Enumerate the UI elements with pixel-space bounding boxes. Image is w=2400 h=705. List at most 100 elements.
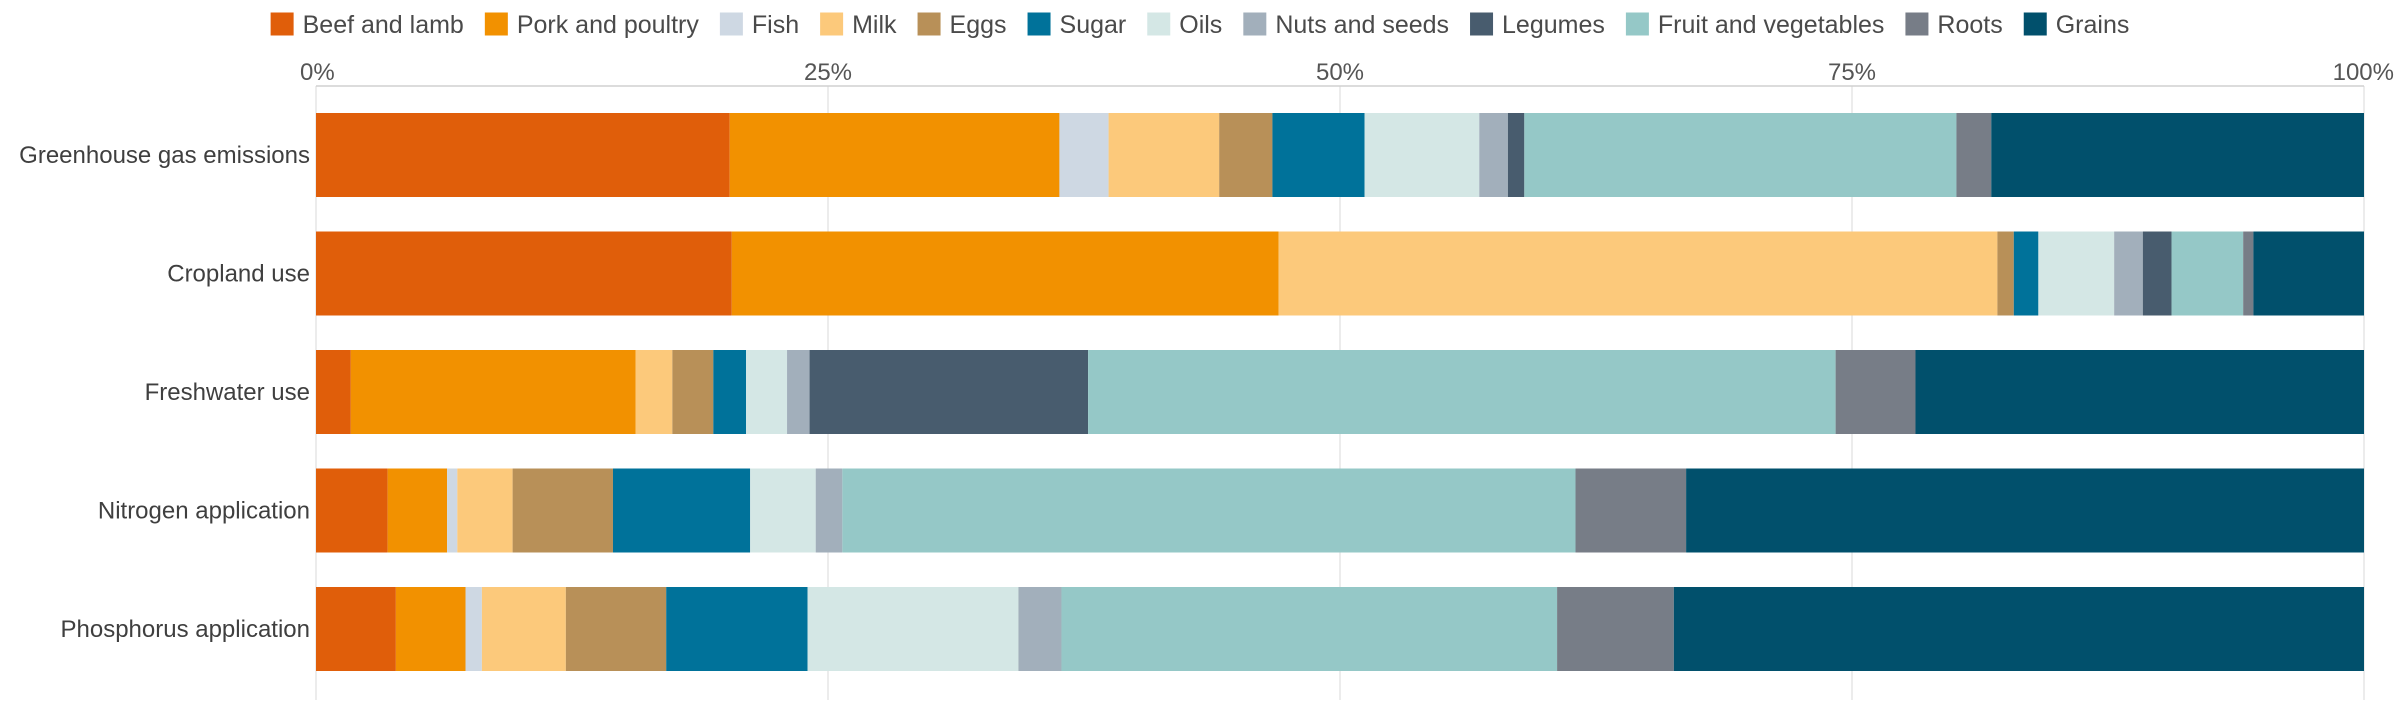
bar-segment: [1915, 350, 2364, 434]
bar-segment: [1686, 468, 2364, 553]
bar-segment: [512, 468, 613, 553]
bar-segment: [350, 350, 636, 434]
bar-segment: [565, 587, 667, 671]
x-tick-label: 25%: [804, 59, 852, 86]
legend-swatch: [820, 12, 844, 36]
legend-item: Grains: [2023, 11, 2130, 39]
x-tick-label: 0%: [300, 59, 335, 86]
bar-segment: [1557, 587, 1674, 671]
x-tick-label: 100%: [2333, 59, 2394, 86]
bar-row: [316, 587, 2364, 671]
category-label: Greenhouse gas emissions: [19, 142, 310, 169]
legend-label: Milk: [852, 11, 897, 39]
x-tick-label: 50%: [1316, 59, 1364, 86]
bar-segment: [750, 468, 816, 553]
legend-label: Eggs: [950, 11, 1007, 39]
category-label: Phosphorus application: [60, 616, 310, 643]
bar-segment: [2253, 231, 2364, 316]
legend-item: Milk: [820, 11, 897, 39]
bar-segment: [1956, 113, 1992, 197]
bar-segment: [1479, 113, 1508, 197]
bar-segment: [672, 350, 714, 434]
legend-label: Pork and poultry: [517, 11, 700, 39]
legend-item: Beef and lamb: [270, 11, 464, 39]
bar-segment: [1673, 587, 2364, 671]
bar-segment: [1524, 113, 1957, 197]
legend-swatch: [917, 12, 941, 36]
legend-label: Nuts and seeds: [1275, 11, 1449, 39]
bar-segment: [1059, 113, 1109, 197]
bar-segment: [1575, 468, 1687, 553]
category-label: Nitrogen application: [98, 498, 310, 525]
legend-item: Nuts and seeds: [1243, 11, 1449, 39]
legend-swatch: [484, 12, 508, 36]
bar-segment: [815, 468, 843, 553]
bar-row: [316, 468, 2364, 553]
x-axis-ticks: 0% 25% 50% 75% 100%: [300, 59, 2394, 86]
bar-segment: [1364, 113, 1480, 197]
legend-swatch: [1625, 12, 1649, 36]
bar-row: [316, 231, 2364, 316]
bar-row: [316, 350, 2364, 434]
bar-segment: [729, 113, 1060, 197]
bar-segment: [787, 350, 810, 434]
legend-label: Beef and lamb: [303, 11, 464, 39]
bar-segment: [395, 587, 466, 671]
legend-label: Legumes: [1502, 11, 1605, 39]
bar-segment: [2171, 231, 2244, 316]
bar-segment: [1061, 587, 1558, 671]
legend-item: Roots: [1905, 11, 2003, 39]
category-label: Freshwater use: [145, 379, 310, 406]
legend-swatch: [1027, 12, 1051, 36]
bar-segment: [387, 468, 448, 553]
bar-segment: [2243, 231, 2254, 316]
bar-segment: [2142, 231, 2172, 316]
bar-segment: [612, 468, 751, 553]
bar-segment: [809, 350, 1089, 434]
legend-item: Oils: [1147, 11, 1222, 39]
bar-segment: [713, 350, 747, 434]
legend-swatch: [1905, 12, 1929, 36]
legend-label: Grains: [2056, 11, 2130, 39]
bar-segment: [1997, 231, 2014, 316]
bar-segment: [842, 468, 1576, 553]
bar-segment: [807, 587, 1019, 671]
legend-swatch: [270, 12, 294, 36]
category-label: Cropland use: [167, 261, 310, 288]
bar-segment: [465, 587, 482, 671]
bar-segment: [731, 231, 1279, 316]
legend-label: Fruit and vegetables: [1658, 11, 1885, 39]
bar-segment: [1991, 113, 2364, 197]
legend-label: Oils: [1179, 11, 1222, 39]
bar-segment: [1108, 113, 1220, 197]
bar-segment: [316, 113, 730, 197]
legend-swatch: [1147, 12, 1171, 36]
legend-item: Sugar: [1027, 11, 1126, 39]
legend-item: Fruit and vegetables: [1625, 11, 1885, 39]
bar-row: [316, 113, 2364, 197]
bar-segment: [666, 587, 808, 671]
bar-segment: [316, 231, 732, 316]
bar-segment: [1835, 350, 1916, 434]
bar-segment: [635, 350, 673, 434]
bar-segment: [2013, 231, 2039, 316]
bar-segment: [316, 587, 396, 671]
legend-label: Fish: [752, 11, 799, 39]
bar-segment: [1278, 231, 1998, 316]
legend-swatch: [1470, 12, 1494, 36]
bar-segment: [1507, 113, 1525, 197]
bar-segment: [746, 350, 788, 434]
x-tick-label: 75%: [1828, 59, 1876, 86]
legend-swatch: [719, 12, 743, 36]
bar-segment: [1018, 587, 1062, 671]
bar-segment: [457, 468, 513, 553]
legend-item: Pork and poultry: [484, 11, 700, 39]
legend-item: Fish: [719, 11, 799, 39]
category-labels: Greenhouse gas emissions Cropland use Fres…: [19, 142, 310, 643]
bar-segment: [1088, 350, 1836, 434]
legend-label: Roots: [1937, 11, 2002, 39]
bar-segment: [1219, 113, 1273, 197]
legend-item: Eggs: [917, 11, 1007, 39]
bar-segment: [2038, 231, 2115, 316]
